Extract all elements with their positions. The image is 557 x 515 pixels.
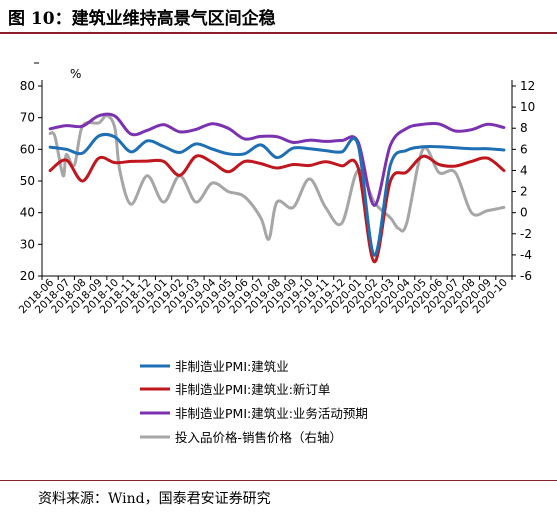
right-tick-label: 4 xyxy=(520,163,528,177)
left-tick-label: 30 xyxy=(20,237,35,251)
series-line-3 xyxy=(48,114,506,241)
chart: %20304050607080-6-4-20246810122018-06201… xyxy=(17,62,535,445)
left-tick-label: 80 xyxy=(20,79,35,93)
series-line-2 xyxy=(48,112,506,207)
left-tick-label: 40 xyxy=(20,206,35,220)
right-tick-label: 6 xyxy=(520,142,528,156)
right-tick-label: -6 xyxy=(520,269,532,283)
y-unit-label: % xyxy=(70,67,81,81)
left-tick-label: 20 xyxy=(20,269,35,283)
legend: 非制造业PMI:建筑业非制造业PMI:建筑业:新订单非制造业PMI:建筑业:业务… xyxy=(140,359,368,445)
left-tick-label: 50 xyxy=(20,174,35,188)
series-line-0 xyxy=(48,132,506,257)
series-line-1 xyxy=(48,154,506,264)
right-tick-label: -4 xyxy=(520,248,532,262)
right-tick-label: 0 xyxy=(520,206,528,220)
left-tick-label: 70 xyxy=(20,111,35,125)
legend-label-3: 投入品价格-销售价格（右轴） xyxy=(175,430,342,445)
axes: %20304050607080-6-4-20246810122018-06201… xyxy=(17,62,535,316)
series-lines xyxy=(48,112,506,264)
right-tick-label: 8 xyxy=(520,121,528,135)
right-tick-label: -2 xyxy=(520,227,532,241)
left-tick-label: 60 xyxy=(20,142,35,156)
legend-label-0: 非制造业PMI:建筑业 xyxy=(175,359,289,374)
legend-label-1: 非制造业PMI:建筑业:新订单 xyxy=(175,382,330,397)
legend-label-2: 非制造业PMI:建筑业:业务活动预期 xyxy=(175,406,368,421)
title-rule xyxy=(0,32,557,34)
source-note: 资料来源：Wind，国泰君安证券研究 xyxy=(38,491,271,507)
right-tick-label: 10 xyxy=(520,100,535,114)
right-tick-label: 2 xyxy=(520,185,528,199)
figure-title: 图 10：建筑业维持高景气区间企稳 xyxy=(8,9,276,29)
right-tick-label: 12 xyxy=(520,79,535,93)
source-rule xyxy=(0,480,557,481)
